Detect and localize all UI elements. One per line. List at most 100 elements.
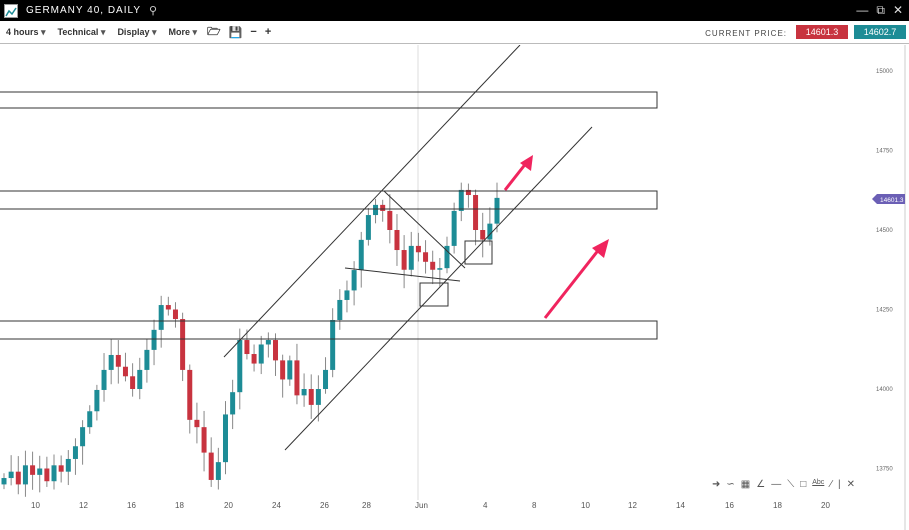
candle-body [287, 360, 293, 380]
ray-icon[interactable]: ∕ [830, 479, 832, 490]
candle [415, 232, 421, 262]
date-tick: 20 [224, 501, 233, 510]
candle [144, 338, 150, 383]
candle-body [244, 340, 250, 355]
pencil-icon[interactable]: ➜ [712, 479, 721, 490]
candle-body [258, 344, 264, 364]
current-price-label: CURRENT PRICE: [705, 29, 787, 38]
candle [365, 208, 371, 246]
candle [222, 401, 228, 475]
zoom-in-icon[interactable]: + [264, 26, 272, 38]
candle-body [237, 340, 243, 393]
close-icon[interactable]: ✕ [846, 479, 855, 490]
candle [387, 194, 393, 244]
candle [151, 319, 157, 366]
candle-body [44, 468, 50, 482]
candle [373, 198, 379, 224]
candle [301, 373, 307, 407]
candle-body [337, 299, 343, 320]
candle-body [380, 204, 386, 211]
price-tick: 14250 [876, 308, 893, 314]
candle [51, 454, 57, 490]
candle-body [394, 230, 400, 251]
candle [244, 329, 250, 360]
save-icon[interactable]: 💾 [228, 26, 243, 39]
candle-body [72, 446, 78, 459]
candle-body [408, 245, 414, 270]
price-tick: 14000 [876, 387, 893, 393]
candle [408, 231, 414, 277]
candle [465, 183, 471, 208]
box-marker [419, 282, 449, 307]
candle-body [315, 389, 321, 405]
open-folder-icon[interactable]: 🗁 [207, 25, 221, 38]
candle-body [351, 270, 357, 291]
candle [351, 261, 357, 306]
drawings[interactable] [0, 45, 658, 451]
candle-body [15, 471, 21, 485]
candle-body [144, 349, 150, 370]
candle-body [323, 369, 329, 389]
box-marker [464, 240, 493, 265]
candle-body [30, 465, 36, 475]
display-menu[interactable]: Display [117, 27, 156, 38]
candle [480, 212, 486, 258]
date-tick: 26 [320, 501, 329, 510]
trendline-icon[interactable]: ⟍ [787, 479, 795, 490]
rectangle-icon[interactable]: □ [800, 479, 807, 490]
candle-body [187, 369, 193, 420]
candle [280, 354, 286, 398]
text-tool[interactable]: Abc [812, 479, 825, 486]
ask-price-button[interactable]: 14602.7 [854, 25, 906, 39]
more-menu[interactable]: More [168, 27, 197, 38]
search-icon[interactable]: ⚲ [149, 5, 158, 17]
candle-body [172, 309, 178, 320]
curve-icon[interactable]: ∽ [726, 479, 735, 490]
candle-body [430, 261, 436, 270]
candle [294, 343, 300, 405]
candle-body [387, 210, 393, 230]
date-tick: 14 [676, 501, 685, 510]
date-tick: 8 [532, 501, 537, 510]
zoom-out-icon[interactable]: − [250, 26, 257, 38]
date-tick: 12 [628, 501, 637, 510]
bid-price-button[interactable]: 14601.3 [796, 25, 848, 39]
horizontal-line-icon[interactable]: — [771, 479, 782, 490]
candle-body [65, 458, 71, 472]
date-tick: 16 [127, 501, 136, 510]
candle [137, 357, 143, 400]
candle [430, 250, 436, 285]
candle [44, 456, 50, 487]
close-icon[interactable]: ✕ [892, 3, 903, 17]
candle-body [115, 354, 121, 367]
candle [94, 384, 100, 421]
candle-body [358, 239, 364, 271]
technical-menu[interactable]: Technical [58, 27, 106, 38]
candle-body [108, 354, 114, 370]
date-tick: 4 [483, 501, 488, 510]
candle [458, 182, 464, 222]
candle-body [101, 369, 107, 390]
timeframe-menu[interactable]: 4 hours [6, 27, 46, 38]
current-price-tag: 14601.3 [872, 194, 905, 204]
grid-icon[interactable]: ▦ [740, 479, 751, 490]
arrow-up-large [543, 239, 609, 319]
date-tick: 18 [773, 501, 782, 510]
separator: | [837, 479, 841, 490]
popout-icon[interactable]: ⧉ [876, 3, 885, 17]
price-chart[interactable]: 15000 14750 14500 14250 14000 13750 14601.3 1… [0, 45, 909, 530]
minimize-icon[interactable]: — [856, 3, 869, 17]
candle [358, 231, 364, 288]
date-tick: 10 [581, 501, 590, 510]
candle [208, 437, 214, 487]
candle-body [151, 329, 157, 350]
candle [87, 405, 93, 434]
price-tick: 13750 [876, 467, 893, 473]
fan-icon[interactable]: ∠ [756, 479, 766, 490]
candle-body [1, 478, 7, 485]
candle [165, 296, 171, 316]
candle [180, 312, 186, 382]
candle [265, 332, 271, 358]
candle-body [194, 419, 200, 428]
candle [37, 455, 43, 493]
